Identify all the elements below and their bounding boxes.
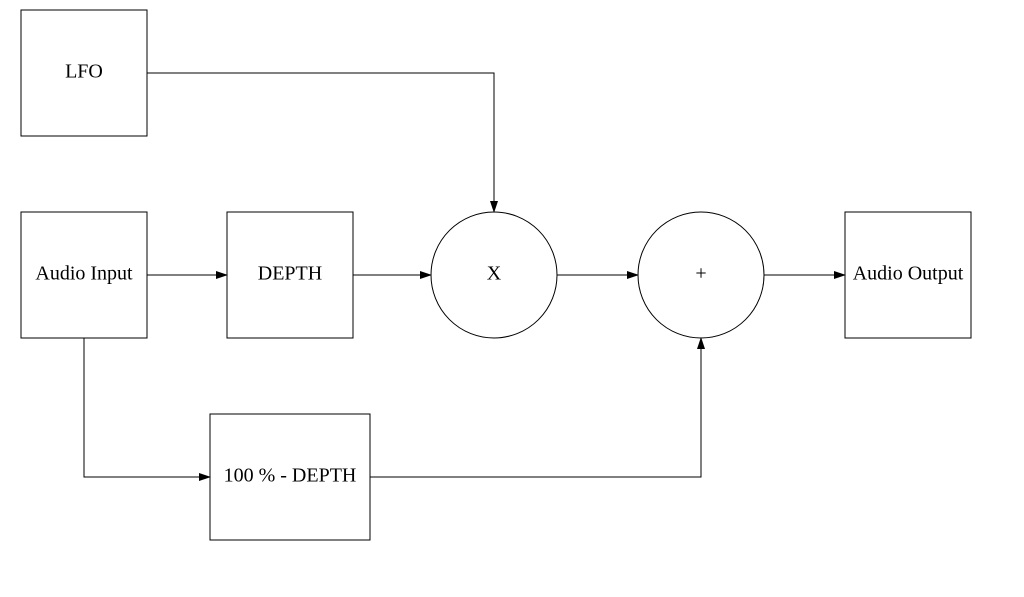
edge-lfo-to-multiply xyxy=(147,73,494,212)
audio_input-node: Audio Input xyxy=(21,212,147,338)
add-node: + xyxy=(638,212,764,338)
tremolo-block-diagram: LFO Audio Input DEPTH 100 % - DEPTH X + Audio … xyxy=(0,0,1024,597)
edge-inv_depth-to-add xyxy=(370,338,701,477)
lfo-node: LFO xyxy=(21,10,147,136)
inv_depth-node: 100 % - DEPTH xyxy=(210,414,370,540)
audio_output-node: Audio Output xyxy=(845,212,971,338)
audio_output-label: Audio Output xyxy=(853,263,964,285)
multiply-node: X xyxy=(431,212,557,338)
depth-label: DEPTH xyxy=(258,263,322,285)
inv_depth-label: 100 % - DEPTH xyxy=(224,465,357,487)
audio_input-label: Audio Input xyxy=(35,263,133,285)
multiply-label: X xyxy=(487,263,502,285)
edge-audio_input-to-inv_depth xyxy=(84,338,210,477)
lfo-label: LFO xyxy=(65,61,103,83)
depth-node: DEPTH xyxy=(227,212,353,338)
add-label: + xyxy=(695,263,706,285)
